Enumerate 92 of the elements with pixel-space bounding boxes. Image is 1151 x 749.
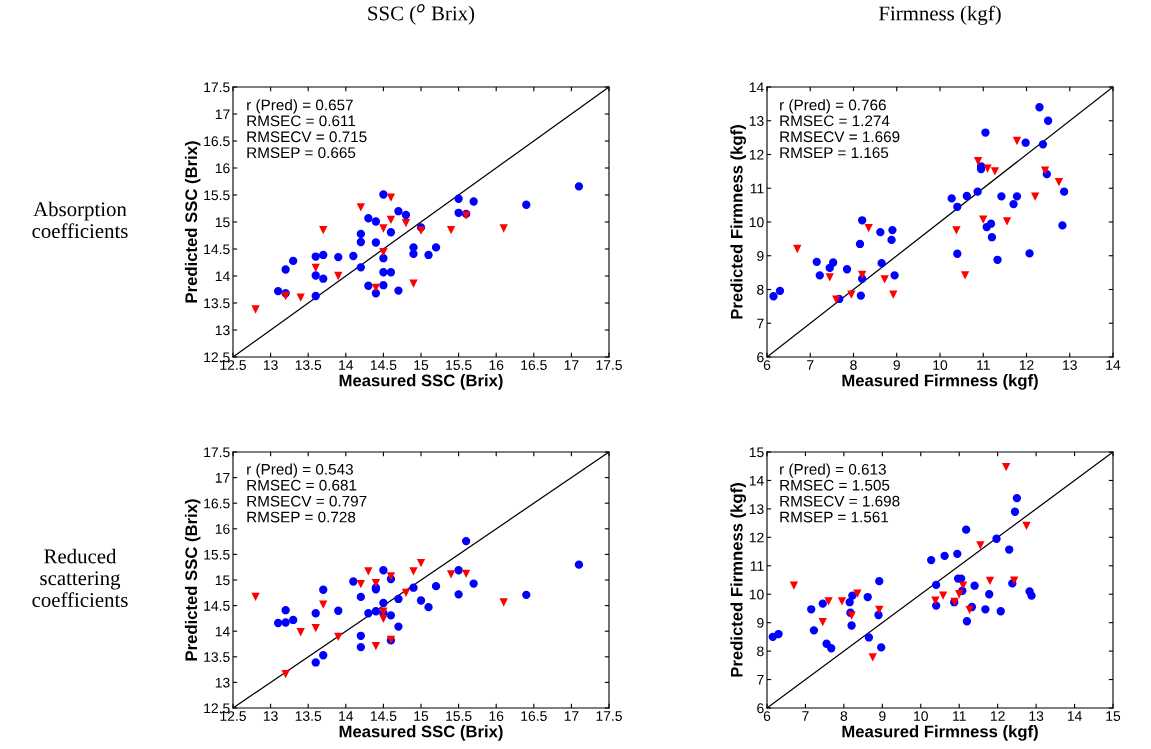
x-tick-label: 15.5: [446, 360, 472, 370]
x-tick-label: 17.5: [596, 711, 622, 721]
y-tick-label: 14: [215, 271, 230, 282]
x-tick-label: 14: [1106, 360, 1121, 370]
y-tick-label: 15: [749, 447, 764, 458]
y-tick-label: 11: [750, 183, 764, 194]
y-tick-label: 15.5: [204, 549, 230, 560]
x-tick-label: 16.5: [521, 711, 547, 721]
y-tick-label: 10: [749, 589, 764, 600]
y-tick-label: 13.5: [204, 652, 230, 662]
y-tick-label: 14.5: [204, 601, 230, 611]
x-tick-label: 11: [977, 360, 990, 370]
x-tick-label: 17.5: [596, 360, 622, 370]
chart-title: SSC ($^{o}$ Brix): [368, 4, 475, 25]
x-axis-title: Measured Firmness (kgf): [842, 374, 1038, 390]
x-tick-label: 16.5: [521, 360, 547, 370]
x-tick-label: 13: [1029, 711, 1044, 721]
x-tick-label: 13: [263, 360, 278, 370]
y-tick-label: 12: [749, 532, 764, 543]
y-tick-label: 17: [215, 109, 230, 120]
y-tick-label: 13: [215, 325, 230, 336]
x-tick-label: 9: [893, 360, 900, 370]
y-axis-title: Predicted SSC (Brix): [184, 499, 201, 661]
y-tick-label: 10: [749, 217, 764, 228]
x-tick-label: 11: [953, 711, 966, 721]
y-tick-label: 17: [215, 473, 230, 483]
y-tick-label: 13.5: [204, 298, 230, 309]
x-tick-label: 8: [850, 360, 857, 370]
x-axis-title: Measured Firmness (kgf): [842, 725, 1038, 741]
chart-title: Firmness (kgf): [878, 5, 1001, 25]
x-tick-label: 15.5: [446, 711, 472, 721]
y-tick-label: 14: [749, 82, 764, 93]
x-axis-title: Measured SSC (Brix): [339, 374, 503, 390]
x-tick-label: 15: [1106, 711, 1121, 721]
y-tick-label: 8: [757, 284, 764, 295]
x-tick-label: 13: [1063, 360, 1077, 370]
y-tick-label: 13: [749, 504, 764, 515]
x-tick-label: 7: [807, 360, 814, 370]
y-tick-label: 13: [749, 116, 764, 126]
x-tick-label: 16: [489, 360, 504, 370]
y-tick-label: 14: [215, 626, 230, 637]
annotation: r (Pred) = 0.657 RMSEC = 0.611 RMSECV = 0.715 RMSEP = 0.665: [247, 99, 367, 159]
x-tick-label: 17: [564, 711, 579, 721]
x-tick-label: 16: [489, 711, 504, 721]
x-tick-label: 17: [564, 360, 579, 370]
annotation: r (Pred) = 0.613 RMSEC = 1.505 RMSECV = 1.698 RMSEP = 1.561: [780, 463, 900, 523]
y-tick-label: 9: [757, 251, 764, 261]
y-tick-label: 16.5: [204, 136, 230, 147]
y-tick-label: 15.5: [204, 190, 230, 201]
x-tick-label: 13.5: [295, 360, 322, 370]
y-tick-label: 17.5: [204, 447, 230, 458]
x-tick-label: 12: [1019, 360, 1034, 370]
y-tick-label: 13: [215, 677, 230, 688]
y-tick-label: 16: [215, 163, 230, 174]
x-tick-label: 15: [414, 360, 429, 370]
y-axis-title: Predicted SSC (Brix): [184, 141, 201, 303]
y-tick-label: 17.5: [204, 82, 230, 93]
annotation: r (Pred) = 0.543 RMSEC = 0.681 RMSECV = 0.797 RMSEP = 0.728: [247, 463, 367, 523]
x-tick-label: 14: [339, 711, 354, 721]
y-tick-label: 7: [757, 675, 764, 685]
y-tick-label: 15: [215, 575, 230, 586]
y-tick-label: 6: [757, 352, 764, 363]
x-tick-label: 14: [1067, 711, 1082, 721]
y-tick-label: 14: [749, 475, 764, 486]
x-tick-label: 10: [914, 711, 928, 721]
y-tick-label: 11: [750, 561, 764, 571]
y-tick-label: 9: [757, 618, 764, 628]
y-tick-label: 6: [757, 703, 764, 714]
x-tick-label: 13.5: [295, 711, 322, 721]
text: Absorption coefficients: [32, 201, 128, 239]
y-tick-label: 12: [749, 149, 764, 160]
y-axis-title: Predicted Firmness (kgf): [730, 483, 746, 677]
annotation: r (Pred) = 0.766 RMSEC = 1.274 RMSECV = 1.669 RMSEP = 1.165: [780, 99, 900, 159]
x-axis-title: Measured SSC (Brix): [339, 725, 503, 741]
x-tick-label: 9: [879, 711, 886, 721]
x-tick-label: 14.5: [370, 360, 397, 370]
x-tick-label: 8: [840, 711, 848, 721]
x-tick-label: 10: [933, 360, 948, 370]
y-tick-label: 15: [215, 217, 230, 228]
x-tick-label: 14.5: [370, 711, 397, 721]
x-tick-label: 7: [802, 711, 809, 721]
x-tick-label: 14: [339, 360, 354, 370]
x-tick-label: 15: [414, 711, 429, 721]
y-tick-label: 16: [215, 524, 230, 534]
y-tick-label: 14.5: [204, 244, 230, 255]
y-axis-title: Predicted Firmness (kgf): [730, 125, 746, 319]
y-tick-label: 7: [757, 318, 764, 329]
text: Reduced scattering coefficients: [32, 548, 128, 608]
x-tick-label: 12: [991, 711, 1005, 721]
x-tick-label: 13: [263, 711, 278, 721]
y-tick-label: 8: [757, 646, 764, 657]
y-tick-label: 16.5: [204, 498, 230, 509]
